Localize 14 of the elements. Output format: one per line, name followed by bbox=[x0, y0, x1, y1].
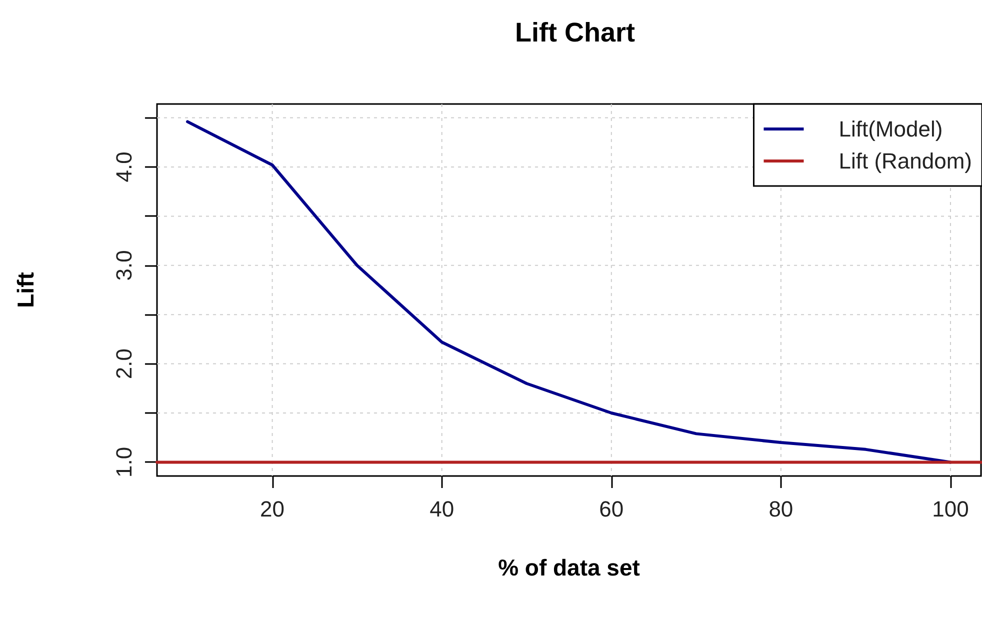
legend-label: Lift (Random) bbox=[838, 148, 972, 174]
y-tick-label: 3.0 bbox=[112, 250, 136, 281]
x-tick-label: 40 bbox=[430, 496, 454, 522]
y-tick-label: 1.0 bbox=[112, 446, 136, 478]
x-tick-label: 60 bbox=[599, 496, 624, 522]
x-axis-title: % of data set bbox=[498, 554, 640, 580]
x-tick-label: 80 bbox=[768, 496, 794, 522]
legend-label: Lift(Model) bbox=[838, 116, 943, 142]
x-tick-label: 100 bbox=[932, 496, 969, 522]
x-tick-label: 20 bbox=[260, 496, 285, 522]
y-tick-label: 2.0 bbox=[112, 348, 136, 380]
y-axis-title: Lift bbox=[12, 272, 38, 308]
y-tick-label: 4.0 bbox=[112, 152, 136, 182]
chart-title: Lift Chart bbox=[515, 18, 635, 48]
